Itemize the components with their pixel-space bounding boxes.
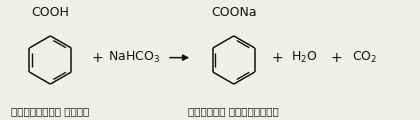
Text: COOH: COOH (32, 6, 69, 19)
Text: बेन्जोइक अम्ल: बेन्जोइक अम्ल (11, 106, 89, 116)
Text: सोडियम बेन्जोएट: सोडियम बेन्जोएट (189, 106, 279, 116)
Text: +: + (92, 51, 103, 65)
Text: +: + (330, 51, 342, 65)
Text: H$_2$O: H$_2$O (291, 50, 318, 65)
Text: CO$_2$: CO$_2$ (352, 50, 377, 65)
Text: COONa: COONa (211, 6, 257, 19)
Text: +: + (272, 51, 284, 65)
Text: NaHCO$_3$: NaHCO$_3$ (108, 50, 160, 65)
